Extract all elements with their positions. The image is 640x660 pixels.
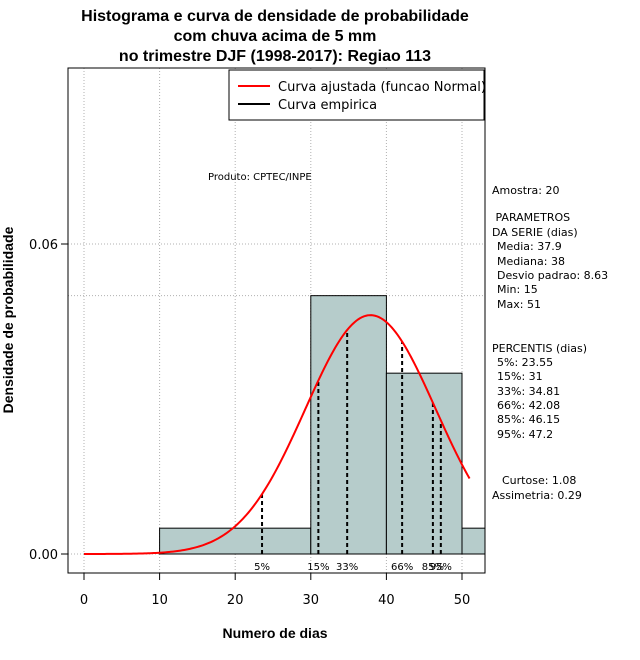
params-header-line-1: PARAMETROS [492, 211, 570, 224]
param-max: Max: 51 [497, 298, 541, 311]
percentile-66: 66%: 42.08 [497, 399, 560, 412]
x-axis-tick-label: 20 [227, 593, 244, 608]
skewness: Assimetria: 0.29 [492, 489, 582, 502]
x-axis-tick-label: 0 [80, 593, 88, 608]
x-axis-tick-label: 10 [151, 593, 168, 608]
sample-size: Amostra: 20 [492, 184, 559, 197]
legend: Curva ajustada (funcao Normal) Curva emp… [228, 69, 486, 121]
legend-box [228, 69, 485, 121]
fitted-curve-layer [84, 314, 471, 555]
fitted-normal-curve [84, 314, 471, 555]
param-stddev: Desvio padrao: 8.63 [497, 269, 608, 282]
legend-empirical-label: Curva empirica [278, 98, 377, 113]
percentile-marker-label: 85% [422, 562, 444, 573]
chart-title-line-2: com chuva acima de 5 mm [174, 28, 377, 45]
histogram-bar [310, 295, 387, 555]
credit-text: Produto: CPTEC/INPE [208, 172, 312, 183]
percentile-33: 33%: 34.81 [497, 385, 560, 398]
percentile-marker-label: 33% [336, 562, 358, 573]
legend-fitted-label: Curva ajustada (funcao Normal) [278, 80, 486, 95]
histogram-bars [159, 295, 486, 555]
param-min: Min: 15 [497, 283, 538, 296]
param-median: Mediana: 38 [497, 255, 565, 268]
y-axis-tick-label: 0.06 [29, 238, 58, 253]
percentile-marker-label: 5% [254, 562, 270, 573]
percentile-marker-label: 15% [307, 562, 329, 573]
side-statistics: Amostra: 20 PARAMETROS DA SERIE (dias) M… [492, 184, 608, 502]
chart-title-line-3: no trimestre DJF (1998-2017): Regiao 113 [119, 48, 431, 65]
param-mean: Media: 37.9 [497, 240, 562, 253]
histogram-bar [461, 527, 486, 555]
x-axis-title: Numero de dias [222, 625, 327, 641]
y-axis-tick-label: 0.00 [29, 548, 58, 563]
percentile-95: 95%: 47.2 [497, 428, 553, 441]
percentile-85: 85%: 46.15 [497, 413, 560, 426]
x-axis-tick-label: 40 [378, 593, 395, 608]
percentile-5: 5%: 23.55 [497, 356, 553, 369]
chart-title-line-1: Histograma e curva de densidade de proba… [81, 8, 469, 25]
percentile-markers: 5% 15% 33% 66% 85%95% [254, 329, 452, 573]
percentiles-header: PERCENTIS (dias) [492, 342, 587, 355]
axes: 0 10 20 30 40 50 0.00 0.06 [29, 238, 470, 608]
percentile-marker-label: 95% [430, 562, 452, 573]
y-axis-title: Densidade de probabilidade [0, 226, 16, 413]
params-header-line-2: DA SERIE (dias) [492, 226, 578, 239]
histogram-bar [385, 372, 463, 555]
x-axis-tick-label: 30 [303, 593, 320, 608]
plot-frame [67, 67, 486, 574]
percentile-marker-label: 66% [391, 562, 413, 573]
x-axis-tick-label: 50 [454, 593, 471, 608]
percentile-15: 15%: 31 [497, 370, 543, 383]
kurtosis: Curtose: 1.08 [502, 474, 576, 487]
